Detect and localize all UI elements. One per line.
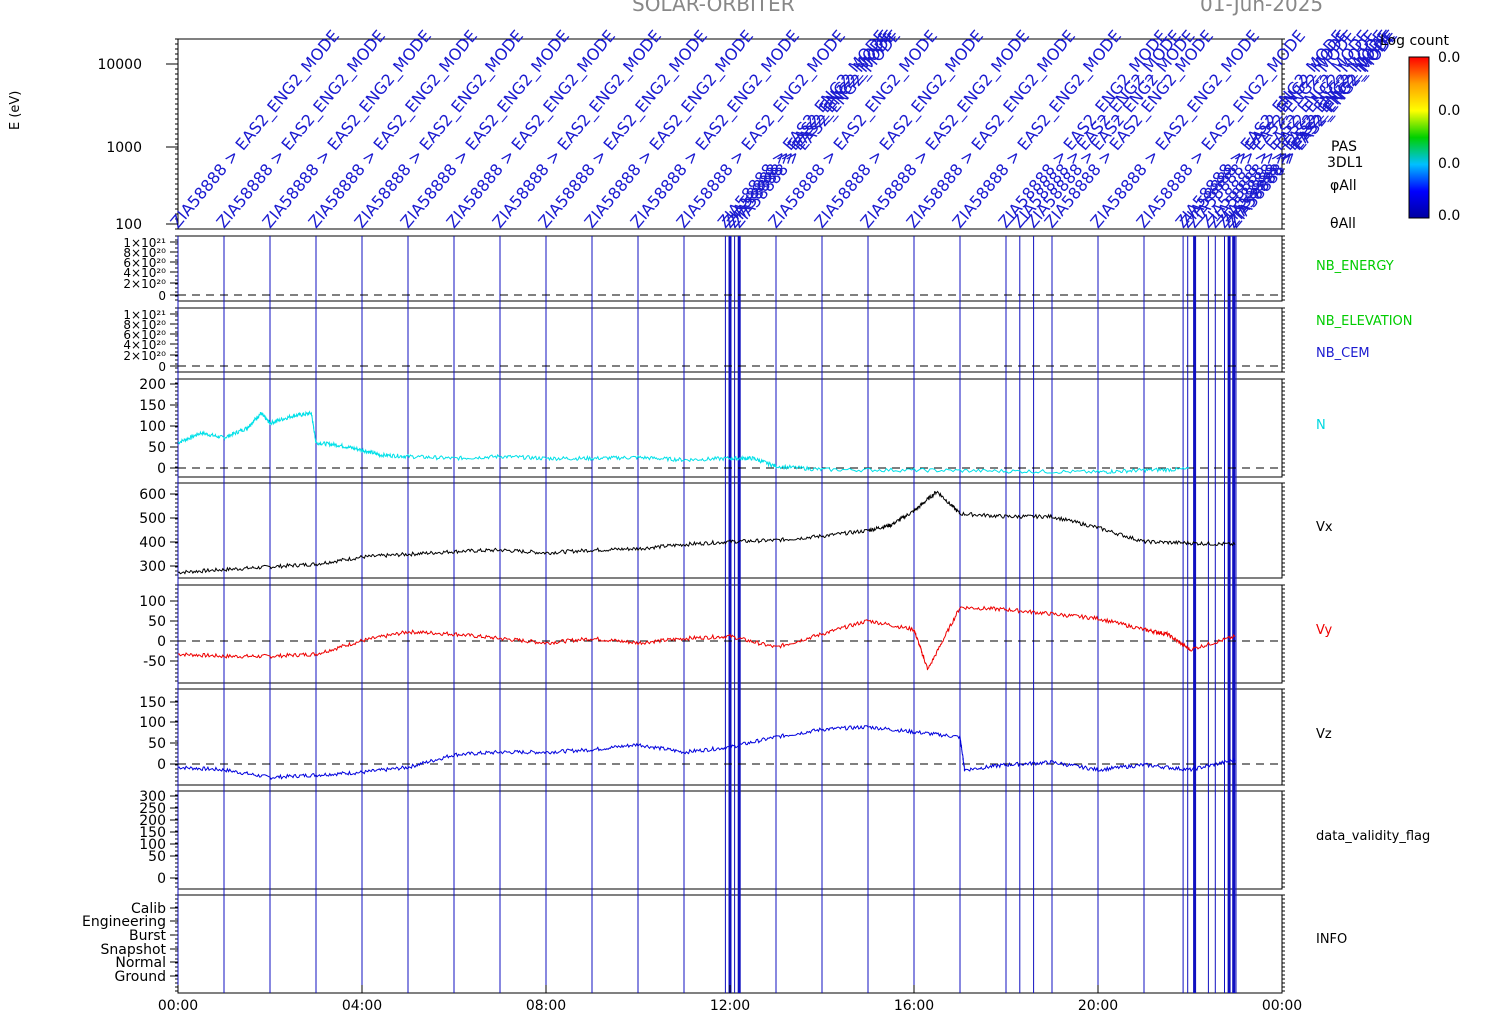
y-tick-label: 100 bbox=[139, 594, 166, 610]
label-nb-cem: NB_CEM bbox=[1316, 346, 1370, 361]
colorbar-tick: 0.0 bbox=[1438, 208, 1461, 224]
label-nb-energy: NB_ENERGY bbox=[1316, 259, 1394, 274]
y-tick-label: 200 bbox=[139, 377, 166, 393]
annotation-phi: φAll bbox=[1330, 178, 1357, 194]
y-tick-label: Ground bbox=[115, 969, 167, 985]
label-n: N bbox=[1316, 418, 1326, 433]
mode-annotation: ZIA58888 > EAS2_ENG2_MODE bbox=[627, 26, 804, 232]
y-tick-label: 150 bbox=[139, 695, 166, 711]
y-tick-label: 250 bbox=[139, 801, 166, 817]
y-tick-label: 150 bbox=[139, 398, 166, 414]
y-tick-label: 8×10²⁰ bbox=[123, 246, 166, 260]
y-tick-label: Normal bbox=[115, 955, 166, 971]
mode-annotation: ZIA58888 > EAS2_ENG2_MODE bbox=[397, 26, 574, 232]
series-vy-line bbox=[177, 605, 1236, 671]
label-nb-elevation: NB_ELEVATION bbox=[1316, 314, 1413, 329]
x-tick-label: 20:00 bbox=[1078, 998, 1118, 1014]
y-tick-label: 0 bbox=[157, 461, 166, 477]
plot-date: 01-Jun-2025 bbox=[1200, 0, 1324, 16]
plot-title: SOLAR-ORBITER bbox=[632, 0, 795, 16]
y-tick-label: 4×10²⁰ bbox=[123, 338, 166, 352]
label-vx: Vx bbox=[1316, 520, 1333, 535]
y-tick-label: Engineering bbox=[82, 914, 166, 930]
series-vx-line bbox=[177, 490, 1236, 575]
y-tick-label: 0 bbox=[158, 360, 166, 374]
x-tick-label: 00:00 bbox=[1262, 998, 1302, 1014]
y-tick-label: 0 bbox=[158, 289, 166, 303]
series-n-line bbox=[177, 410, 1190, 474]
spec-ytick-label: 100 bbox=[115, 217, 142, 233]
y-tick-label: 100 bbox=[139, 837, 166, 853]
colorbar-tick: 0.0 bbox=[1438, 103, 1461, 119]
y-tick-label: 50 bbox=[148, 440, 166, 456]
mode-annotation: ZIA58888 > EAS2_ENG2_MODE bbox=[259, 26, 436, 232]
x-tick-label: 04:00 bbox=[342, 998, 382, 1014]
y-tick-label: 200 bbox=[139, 813, 166, 829]
x-tick-label: 16:00 bbox=[894, 998, 934, 1014]
x-tick-label: 08:00 bbox=[526, 998, 566, 1014]
y-tick-label: Burst bbox=[129, 928, 167, 944]
y-tick-label: 300 bbox=[139, 559, 166, 575]
mode-annotation: ZIA58888 > EAS2_ENG2_MODE bbox=[443, 26, 620, 232]
y-tick-label: 1×10²¹ bbox=[123, 236, 166, 250]
colorbar-tick: 0.0 bbox=[1438, 50, 1461, 66]
y-tick-label: 6×10²⁰ bbox=[123, 256, 166, 270]
label-vy: Vy bbox=[1316, 623, 1333, 638]
annotation-3dl1: 3DL1 bbox=[1327, 155, 1364, 171]
y-tick-label: 400 bbox=[139, 535, 166, 551]
series-vz-line bbox=[177, 724, 1236, 781]
spectrogram-ylabel: E (eV) bbox=[8, 90, 23, 130]
spec-ytick-label: 10000 bbox=[97, 57, 142, 73]
y-tick-label: 0 bbox=[157, 757, 166, 773]
y-tick-label: -50 bbox=[143, 654, 166, 670]
mode-annotation: ZIA58888 > EAS2_ENG2_MODE bbox=[351, 26, 528, 232]
colorbar-label: Log count bbox=[1380, 33, 1449, 49]
y-tick-label: 150 bbox=[139, 825, 166, 841]
mode-annotation: ZIA58888 > EAS2_ENG2_MODE bbox=[167, 26, 344, 232]
y-tick-label: 300 bbox=[139, 789, 166, 805]
y-tick-label: 2×10²⁰ bbox=[123, 349, 166, 363]
y-tick-label: 0 bbox=[157, 634, 166, 650]
annotation-pas: PAS bbox=[1331, 139, 1358, 155]
label-info: INFO bbox=[1316, 932, 1348, 947]
y-tick-label: 0 bbox=[157, 871, 166, 887]
y-tick-label: 100 bbox=[139, 715, 166, 731]
annotation-theta: θAll bbox=[1330, 216, 1356, 232]
mode-annotation: ZIA58888 > EAS2_ENG2_MODE bbox=[305, 26, 482, 232]
mode-annotation: ZIA58888 > EAS2_ENG2_MODE bbox=[535, 26, 712, 232]
colorbar bbox=[1408, 56, 1430, 219]
y-tick-label: 1×10²¹ bbox=[123, 308, 166, 322]
y-tick-label: 500 bbox=[139, 511, 166, 527]
mode-annotation: ZIA58888 > EAS2_ENG2_MODE bbox=[489, 26, 666, 232]
label-vz: Vz bbox=[1316, 727, 1332, 742]
y-tick-label: 8×10²⁰ bbox=[123, 318, 166, 332]
y-tick-label: 50 bbox=[148, 736, 166, 752]
y-tick-label: 6×10²⁰ bbox=[123, 328, 166, 342]
y-tick-label: 100 bbox=[139, 419, 166, 435]
colorbar-tick: 0.0 bbox=[1438, 156, 1461, 172]
mode-annotation: ZIA58888 > EAS2_ENG2_MODE bbox=[213, 26, 390, 232]
mode-annotation: ZIA58888 > EAS2_ENG2_MODE bbox=[811, 26, 988, 232]
y-tick-label: Calib bbox=[131, 901, 166, 917]
y-tick-label: 600 bbox=[139, 487, 166, 503]
x-tick-label: 00:00 bbox=[158, 998, 198, 1014]
y-tick-label: 4×10²⁰ bbox=[123, 266, 166, 280]
x-tick-label: 12:00 bbox=[710, 998, 750, 1014]
label-validity: data_validity_flag bbox=[1316, 829, 1431, 844]
y-tick-label: 50 bbox=[148, 614, 166, 630]
spec-ytick-label: 1000 bbox=[106, 140, 142, 156]
y-tick-label: 50 bbox=[148, 849, 166, 865]
y-tick-label: 2×10²⁰ bbox=[123, 277, 166, 291]
y-tick-label: Snapshot bbox=[101, 942, 167, 958]
